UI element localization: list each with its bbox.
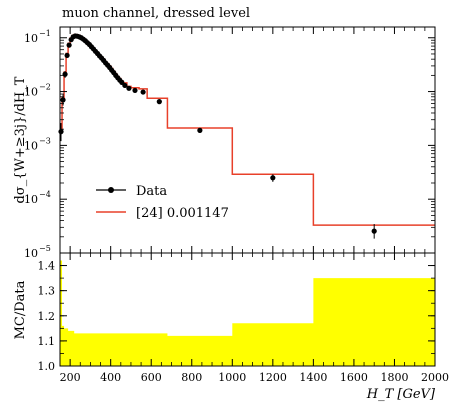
main-y-tick-exponent: −1 — [39, 29, 51, 38]
ratio-y-tick-label: 1.3 — [38, 285, 56, 298]
data-point — [371, 228, 377, 234]
chart-title: muon channel, dressed level — [62, 6, 250, 21]
data-point — [66, 42, 72, 48]
ratio-panel: 1.0 1.1 1.2 1.3 1.4 200 400 600 800 1000 1200 1400… — [13, 252, 449, 402]
main-x-ticks — [69, 27, 436, 253]
legend-data-marker — [108, 187, 114, 193]
x-tick-label: 600 — [141, 371, 162, 384]
main-y-tick-exponent: −3 — [39, 136, 51, 145]
main-y-tick-label: 10 — [24, 139, 38, 152]
mc-prediction-step-line — [60, 33, 435, 226]
data-point — [64, 52, 70, 59]
legend-data-label: Data — [136, 184, 167, 199]
main-y-tick-exponent: −4 — [39, 190, 51, 199]
ratio-x-ticks: 200 400 600 800 1000 1200 1400 1600 1800 2000 — [60, 253, 449, 384]
x-tick-label: 400 — [100, 371, 121, 384]
ratio-y-tick-label: 1.1 — [38, 335, 56, 348]
x-tick-label: 1200 — [259, 371, 287, 384]
main-y-tick-exponent: −5 — [39, 244, 51, 253]
data-point — [270, 175, 276, 181]
ratio-series-layer — [60, 260, 435, 366]
main-series-layer — [58, 33, 435, 239]
data-point — [58, 129, 64, 135]
ratio-band — [60, 260, 435, 366]
x-tick-label: 2000 — [421, 371, 449, 384]
data-point — [126, 85, 132, 91]
data-point — [140, 89, 146, 95]
data-point — [197, 127, 203, 133]
ratio-panel-frame — [59, 252, 436, 367]
ratio-y-tick-label: 1.4 — [38, 260, 56, 273]
x-tick-label: 1000 — [218, 371, 246, 384]
legend-mc-label: [24] 0.001147 — [136, 206, 229, 221]
x-axis-label: H_T [GeV] — [366, 387, 436, 402]
x-tick-label: 800 — [181, 371, 202, 384]
main-y-tick-label: 10 — [24, 247, 38, 260]
x-tick-label: 1600 — [340, 371, 368, 384]
ratio-y-tick-label: 1.0 — [38, 360, 56, 373]
main-y-ticks: 10−110−210−310−410−5 — [24, 29, 435, 260]
ratio-y-axis-label: MC/Data — [13, 280, 28, 339]
main-y-tick-label: 10 — [24, 32, 38, 45]
main-y-tick-label: 10 — [24, 86, 38, 99]
data-point — [156, 99, 162, 105]
ratio-y-tick-label: 1.2 — [38, 310, 56, 323]
ratio-y-ticks: 1.0 1.1 1.2 1.3 1.4 — [38, 260, 435, 373]
legend: Data [24] 0.001147 — [96, 184, 229, 221]
x-tick-label: 200 — [60, 371, 81, 384]
main-y-tick-exponent: −2 — [39, 83, 51, 92]
data-point — [62, 71, 68, 77]
main-panel: 10−110−210−310−410−5 dσ_{W+≥3j}/dH_T Dat… — [13, 26, 436, 260]
main-y-tick-label: 10 — [24, 193, 38, 206]
data-point — [122, 82, 128, 89]
x-tick-label: 1400 — [299, 371, 327, 384]
data-point — [132, 87, 138, 94]
main-panel-frame — [59, 26, 436, 254]
main-y-axis-label: dσ_{W+≥3j}/dH_T — [13, 76, 28, 203]
x-tick-label: 1800 — [380, 371, 408, 384]
